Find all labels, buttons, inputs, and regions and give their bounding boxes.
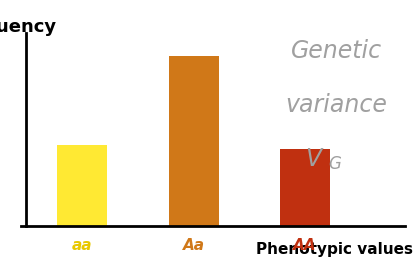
Text: Genetic: Genetic: [291, 39, 382, 63]
Text: variance: variance: [285, 93, 387, 117]
Bar: [168, 56, 219, 226]
Text: Phenotypic values: Phenotypic values: [256, 242, 413, 257]
Text: AA: AA: [293, 238, 317, 253]
Bar: [280, 149, 330, 226]
Text: aa: aa: [72, 238, 92, 253]
Text: V: V: [305, 147, 321, 171]
Bar: [57, 145, 107, 226]
Text: Frequency: Frequency: [0, 18, 57, 36]
Text: Aa: Aa: [183, 238, 205, 253]
Text: G: G: [329, 155, 342, 173]
